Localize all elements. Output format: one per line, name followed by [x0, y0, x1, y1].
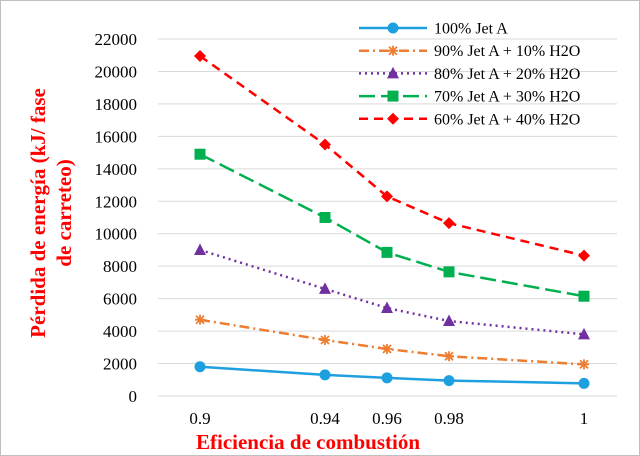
marker-asterisk — [320, 335, 330, 346]
marker-triangle — [319, 282, 331, 294]
series-4 — [194, 148, 590, 302]
marker-square — [443, 266, 455, 278]
marker-circle — [194, 361, 206, 373]
marker-triangle — [387, 66, 399, 79]
y-tick-label: 22000 — [95, 30, 138, 49]
x-tick-label: 0.96 — [372, 409, 402, 428]
marker-square — [381, 246, 393, 258]
y-tick-label: 8000 — [103, 257, 137, 276]
marker-circle — [319, 369, 331, 381]
marker-diamond — [578, 249, 590, 262]
y-axis-ticks: 0 2000 4000 6000 8000 10000 12000 14000 16000 180… — [95, 30, 138, 406]
x-axis-title: Eficiencia de combustión — [196, 430, 420, 454]
x-tick-label: 1 — [580, 409, 589, 428]
marker-asterisk — [444, 351, 454, 362]
x-tick-label: 0.98 — [434, 409, 464, 428]
marker-circle — [443, 375, 455, 387]
legend-label: 60% Jet A + 40% H2O — [434, 111, 580, 128]
legend-item: 90% Jet A + 10% H2O — [359, 43, 580, 60]
marker-triangle — [578, 327, 590, 340]
series-3 — [194, 243, 590, 340]
gridlines — [158, 38, 617, 397]
y-tick-label: 16000 — [95, 127, 138, 146]
series-2 — [195, 314, 589, 370]
marker-diamond — [443, 217, 455, 230]
y-axis-title: Pérdida de energía (kJ/ fase de carreteo… — [26, 88, 76, 338]
marker-square — [578, 290, 590, 302]
marker-stroke — [388, 46, 398, 56]
marker-diamond — [381, 190, 393, 203]
marker-asterisk — [195, 314, 205, 325]
legend-label: 100% Jet A — [434, 21, 508, 38]
marker-stroke — [195, 315, 205, 325]
marker-circle — [387, 22, 399, 34]
marker-square — [194, 148, 206, 160]
legend-label: 80% Jet A + 20% H2O — [434, 66, 580, 83]
legend-label: 90% Jet A + 10% H2O — [434, 43, 580, 60]
marker-stroke — [579, 359, 589, 369]
marker-asterisk — [382, 343, 392, 354]
legend-item: 80% Jet A + 20% H2O — [359, 66, 580, 83]
marker-circle — [578, 377, 590, 389]
legend-item: 100% Jet A — [359, 21, 508, 38]
series-line — [199, 318, 585, 366]
marker-asterisk — [388, 45, 398, 56]
y-tick-label: 2000 — [103, 355, 137, 374]
marker-stroke — [444, 351, 454, 361]
marker-triangle — [443, 314, 455, 327]
marker-triangle — [194, 243, 206, 255]
series-line — [199, 55, 585, 257]
marker-stroke — [382, 344, 392, 354]
y-tick-label: 6000 — [103, 290, 137, 309]
marker-triangle — [381, 301, 393, 314]
series-5 — [194, 50, 590, 262]
legend-label: 70% Jet A + 30% H2O — [434, 89, 580, 106]
y-tick-label: 20000 — [95, 62, 138, 81]
y-axis-title-line-1: Pérdida de energía (kJ/ fase — [26, 88, 50, 338]
series-group — [194, 50, 590, 389]
y-tick-label: 10000 — [95, 225, 138, 244]
marker-stroke — [320, 335, 330, 345]
y-tick-label: 18000 — [95, 95, 138, 114]
marker-diamond — [194, 50, 206, 63]
legend-item: 70% Jet A + 30% H2O — [359, 89, 580, 106]
series-1 — [194, 361, 590, 389]
y-tick-label: 14000 — [95, 160, 138, 179]
x-axis-ticks: 0.9 0.94 0.96 0.98 1 — [189, 409, 588, 428]
marker-square — [387, 90, 399, 102]
y-tick-label: 0 — [129, 387, 138, 406]
series-line — [199, 248, 585, 336]
marker-diamond — [319, 138, 331, 151]
marker-square — [319, 212, 331, 223]
marker-asterisk — [579, 359, 589, 370]
marker-circle — [381, 372, 393, 384]
series-line — [199, 153, 585, 298]
y-tick-label: 4000 — [103, 322, 137, 341]
y-tick-label: 12000 — [95, 192, 138, 211]
x-tick-label: 0.9 — [189, 409, 210, 428]
series-line — [199, 365, 585, 385]
legend: 100% Jet A 90% Jet A + 10% H2O 80% Jet A +… — [359, 21, 580, 128]
y-axis-title-line-2: de carreteo) — [52, 159, 76, 266]
marker-diamond — [387, 112, 399, 125]
x-tick-label: 0.94 — [310, 409, 340, 428]
legend-item: 60% Jet A + 40% H2O — [359, 111, 580, 128]
